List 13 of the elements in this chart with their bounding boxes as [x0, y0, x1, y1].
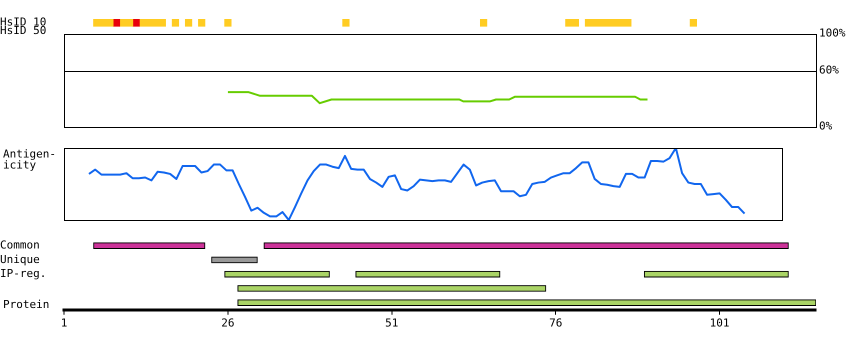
y-axis-title: Antigen-icity	[3, 147, 56, 172]
x-tick-label: 101	[710, 316, 730, 330]
x-tick-label: 1	[60, 316, 68, 330]
y-tick-label: 0%	[819, 119, 833, 132]
y-tick-label: Unique	[0, 252, 40, 266]
y-tick-label: Common	[0, 238, 40, 252]
y-tick-label: 60%	[819, 64, 840, 77]
y-tick-label: IP-reg.	[0, 267, 46, 280]
y-tick-label: 100%	[819, 26, 846, 40]
x-tick-label: 76	[549, 316, 562, 330]
x-tick-label: 26	[221, 316, 235, 330]
x-axis-title: Protein	[3, 298, 50, 312]
x-tick-label: 51	[385, 316, 398, 330]
